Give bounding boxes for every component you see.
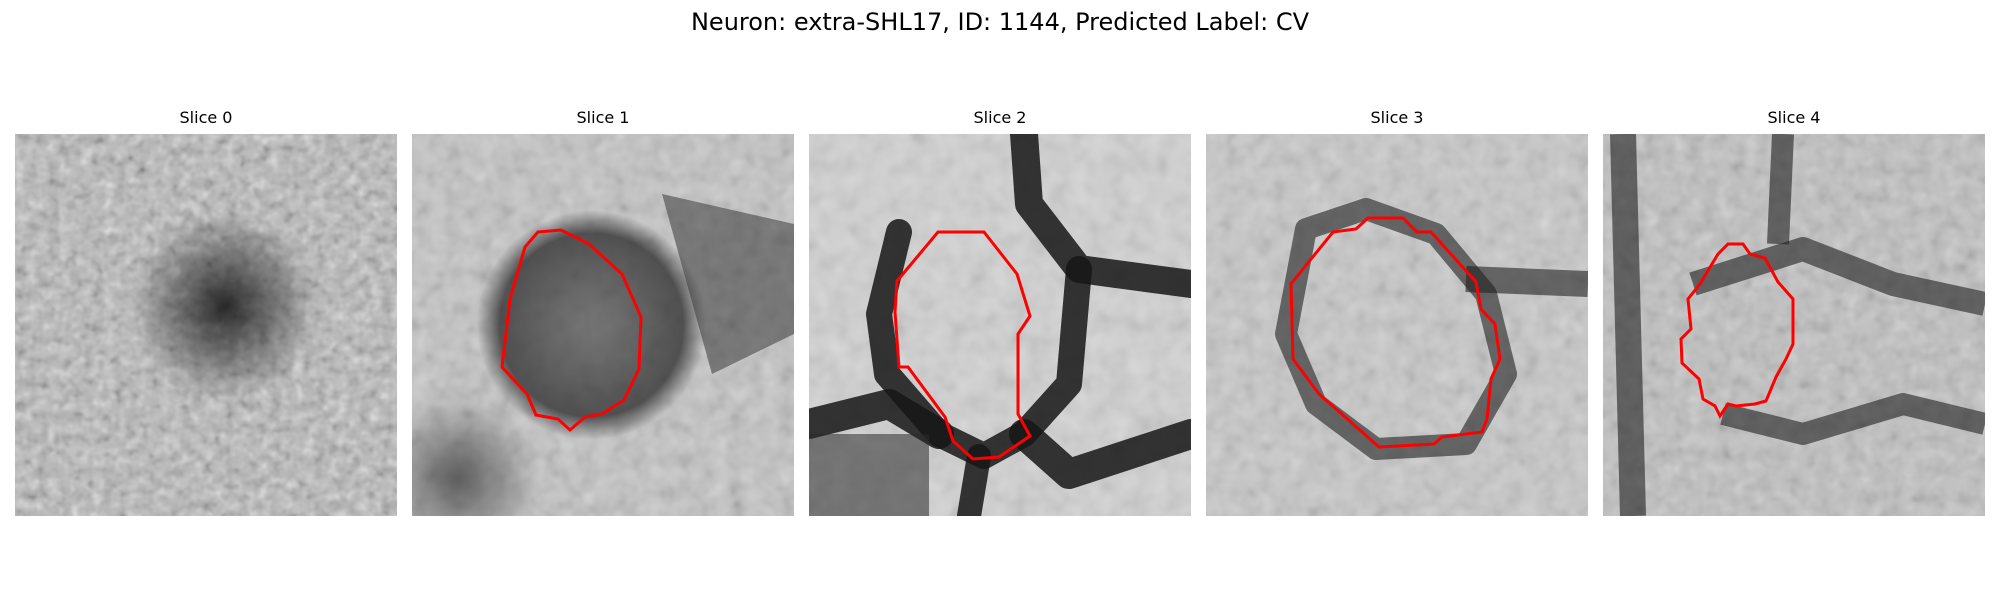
figure-title: Neuron: extra-SHL17, ID: 1144, Predicted…	[690, 8, 1310, 36]
contour-4	[1679, 242, 1795, 419]
slice-panel-1: Slice 1	[412, 108, 794, 516]
contour-3	[1289, 216, 1502, 449]
slice-panel-2: Slice 2	[809, 108, 1191, 516]
slice-title-4: Slice 4	[1767, 108, 1821, 127]
slice-image-2	[809, 134, 1191, 516]
slice-panel-3: Slice 3	[1206, 108, 1588, 516]
slice-image-1	[412, 134, 794, 516]
slice-title-3: Slice 3	[1370, 108, 1424, 127]
slice-title-2: Slice 2	[973, 108, 1027, 127]
slice-image-3	[1206, 134, 1588, 516]
slice-title-1: Slice 1	[576, 108, 630, 127]
contour-2	[893, 230, 1032, 461]
slice-image-4	[1603, 134, 1985, 516]
slice-panel-4: Slice 4	[1603, 108, 1985, 516]
slice-panel-0: Slice 0	[15, 108, 397, 516]
slice-image-0	[15, 134, 397, 516]
contour-1	[500, 228, 643, 433]
slice-title-0: Slice 0	[179, 108, 233, 127]
